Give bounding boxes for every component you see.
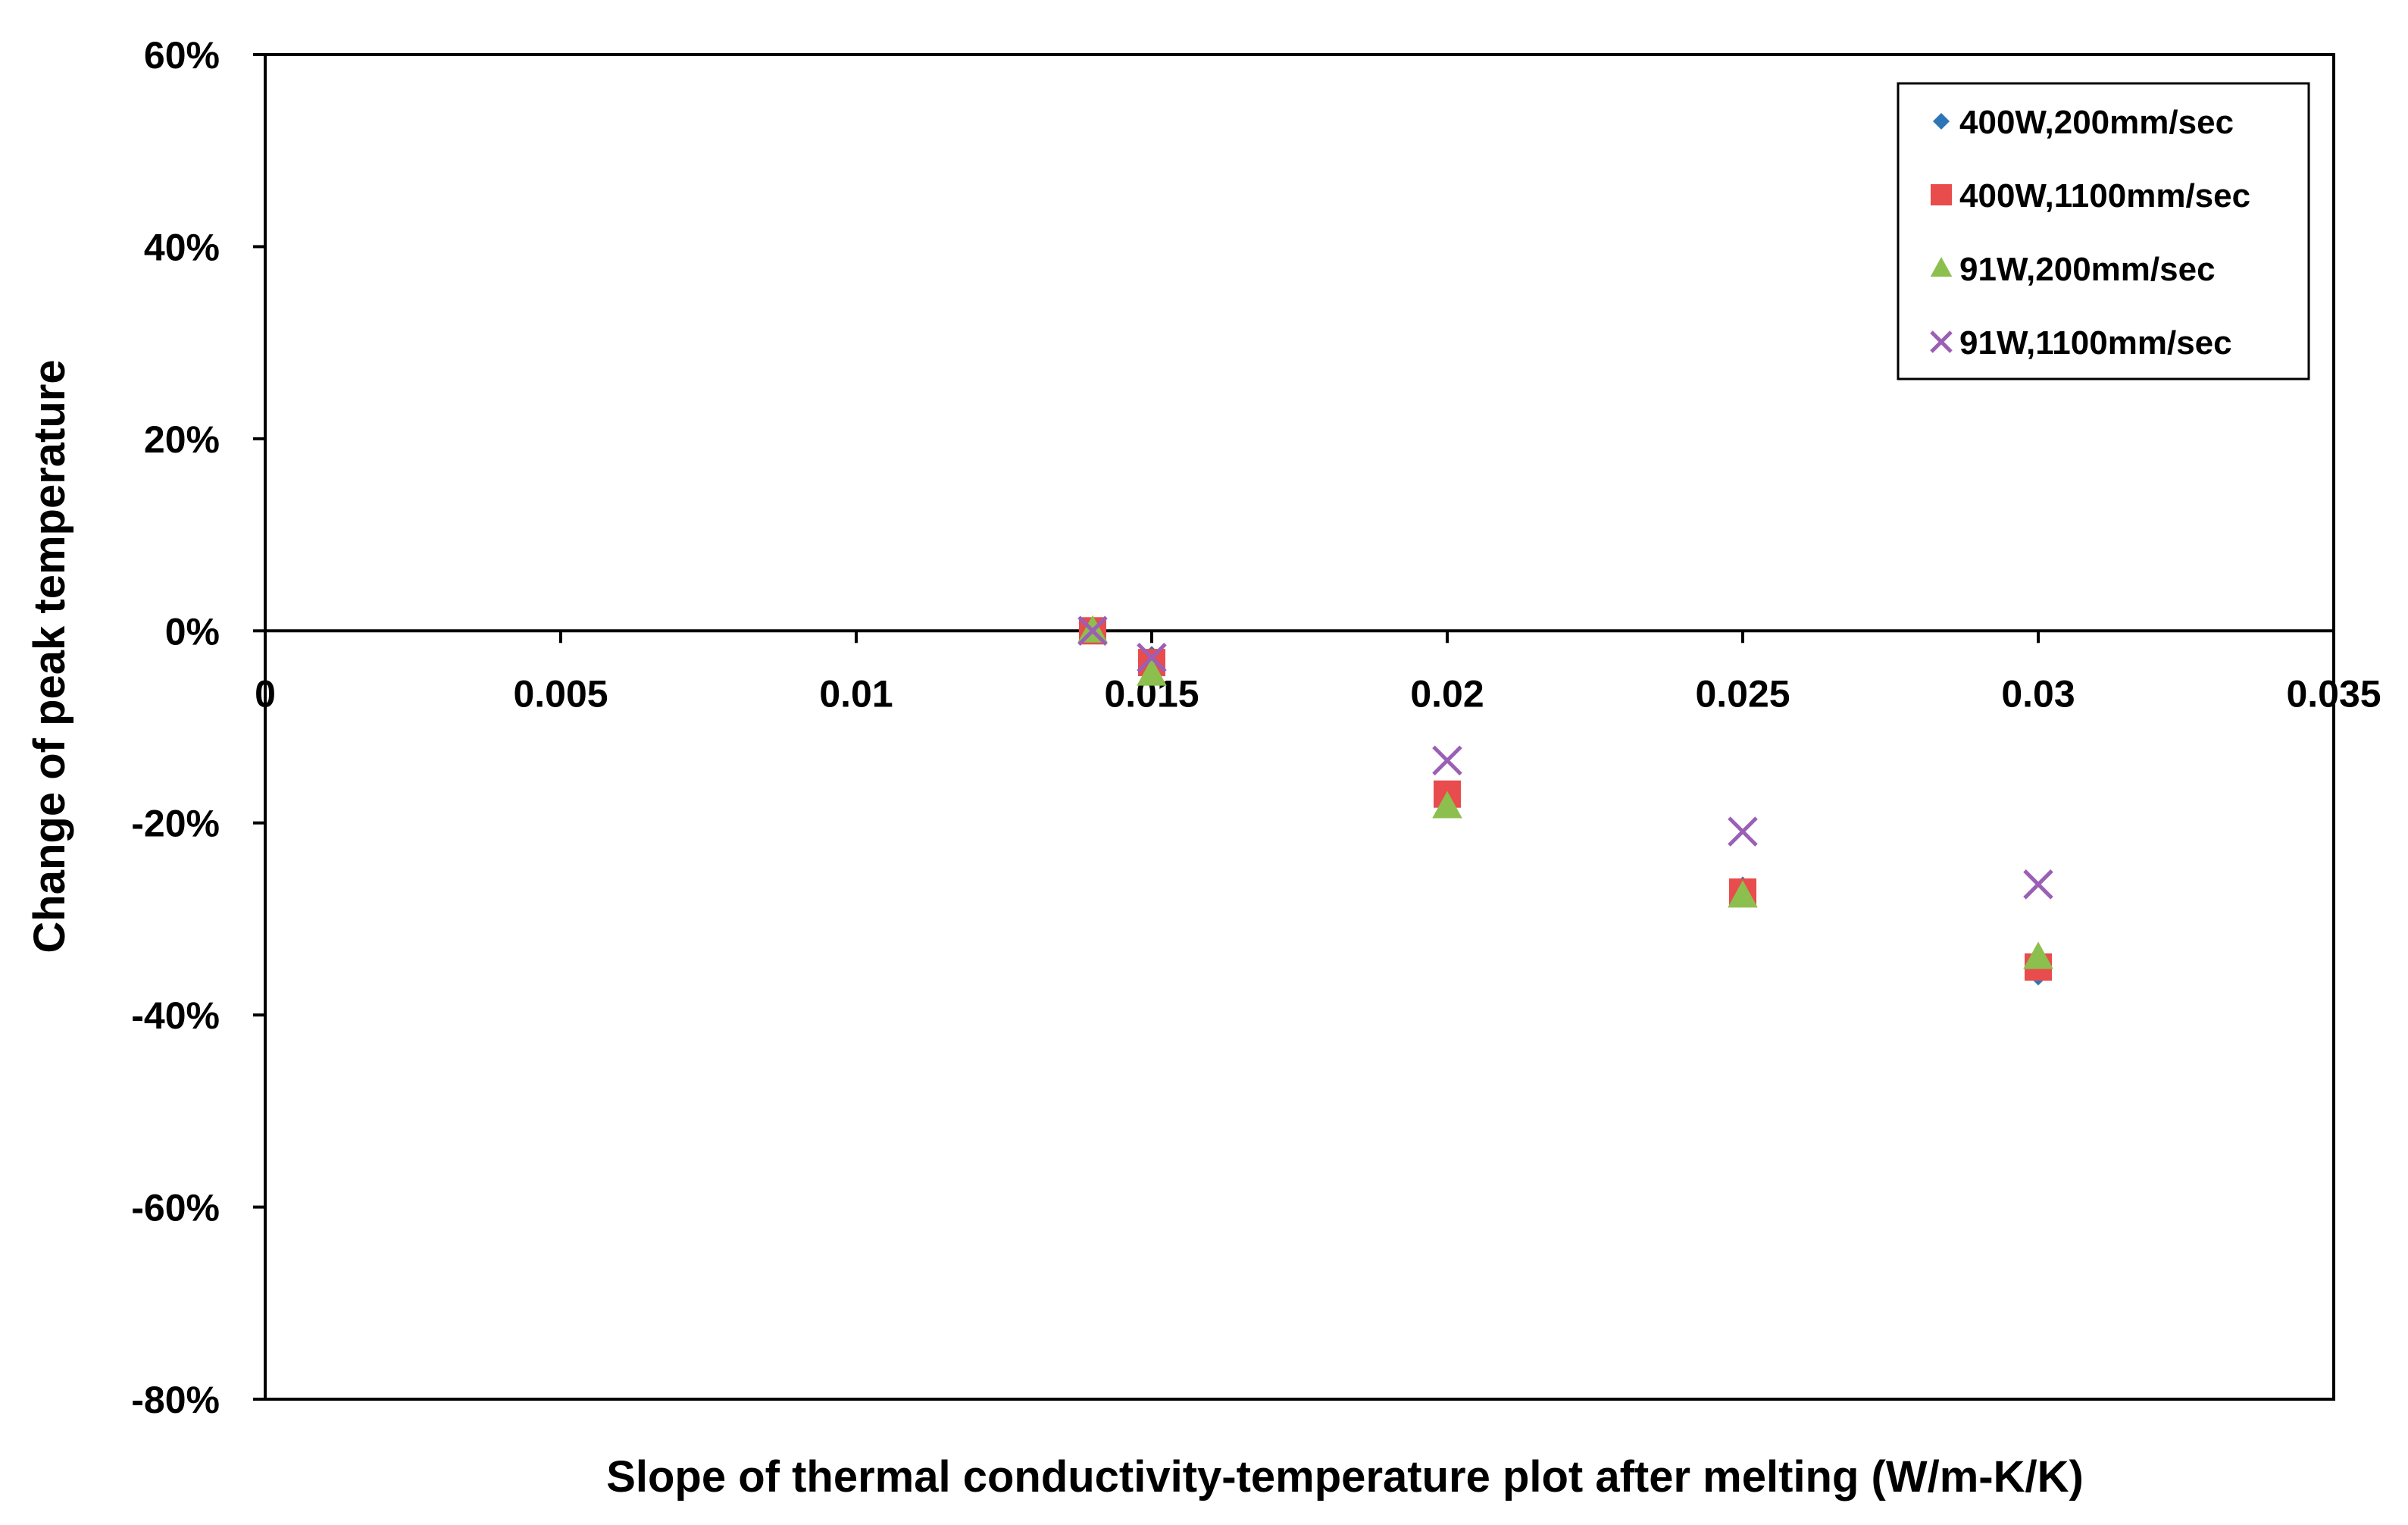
x-marker-stroke (2023, 869, 2053, 900)
legend-marker (1933, 113, 1950, 130)
x-marker-stroke (1432, 745, 1462, 776)
data-point (1137, 642, 1167, 673)
x-marker-stroke (1930, 330, 1953, 353)
x-tick-label: 0.005 (513, 672, 608, 715)
x-axis-ticks: 0 0.005 0.01 0.015 0.02 0.025 0.03 0.035 (255, 631, 2381, 715)
data-point (2023, 869, 2053, 900)
legend-marker (1931, 184, 1952, 205)
data-markers (1077, 615, 2053, 986)
y-axis-ticks: 60% 40% 20% 0% -20% -40% -60% -80% (131, 34, 265, 1421)
legend-label: 91W,1100mm/sec (1959, 324, 2232, 362)
legend-label: 91W,200mm/sec (1959, 251, 2216, 288)
legend-marker (1930, 330, 1953, 353)
series-4 (1077, 615, 2053, 900)
legend-marker (1930, 257, 1953, 277)
y-tick-label: 40% (144, 226, 220, 268)
y-tick-label: -20% (131, 803, 220, 845)
y-axis-label: Change of peak temperature (25, 359, 74, 953)
x-tick-label: 0.03 (2001, 672, 2075, 715)
x-tick-label: 0.01 (819, 672, 893, 715)
data-point (1728, 880, 1758, 908)
data-point (2023, 941, 2053, 969)
x-tick-label: 0.025 (1695, 672, 1790, 715)
y-tick-label: -60% (131, 1187, 220, 1229)
legend-label: 400W,200mm/sec (1959, 104, 2234, 141)
data-point (1077, 615, 1108, 647)
legend-box (1897, 82, 2310, 380)
y-tick-label: -40% (131, 994, 220, 1037)
data-point (1137, 658, 1167, 686)
x-tick-label: 0 (255, 672, 276, 715)
data-point (1432, 791, 1462, 819)
y-tick-label: 0% (165, 610, 220, 653)
x-marker-stroke (1077, 615, 1108, 647)
legend-items: 400W,200mm/sec 400W,1100mm/sec 91W,200mm/s… (1930, 104, 2250, 362)
x-marker-stroke (1728, 816, 1758, 847)
legend: 400W,200mm/sec 400W,1100mm/sec 91W,200mm/s… (1897, 82, 2310, 380)
data-point (1432, 745, 1462, 776)
y-tick-label: 60% (144, 34, 220, 77)
x-marker-stroke (1137, 642, 1167, 673)
y-tick-label: 20% (144, 418, 220, 461)
x-axis-label: Slope of thermal conductivity-temperatur… (606, 1452, 2084, 1502)
legend-label: 400W,1100mm/sec (1959, 177, 2250, 215)
data-point (1728, 816, 1758, 847)
x-tick-label: 0.02 (1410, 672, 1484, 715)
x-tick-label: 0.035 (2286, 672, 2381, 715)
y-tick-label: -80% (131, 1379, 220, 1421)
